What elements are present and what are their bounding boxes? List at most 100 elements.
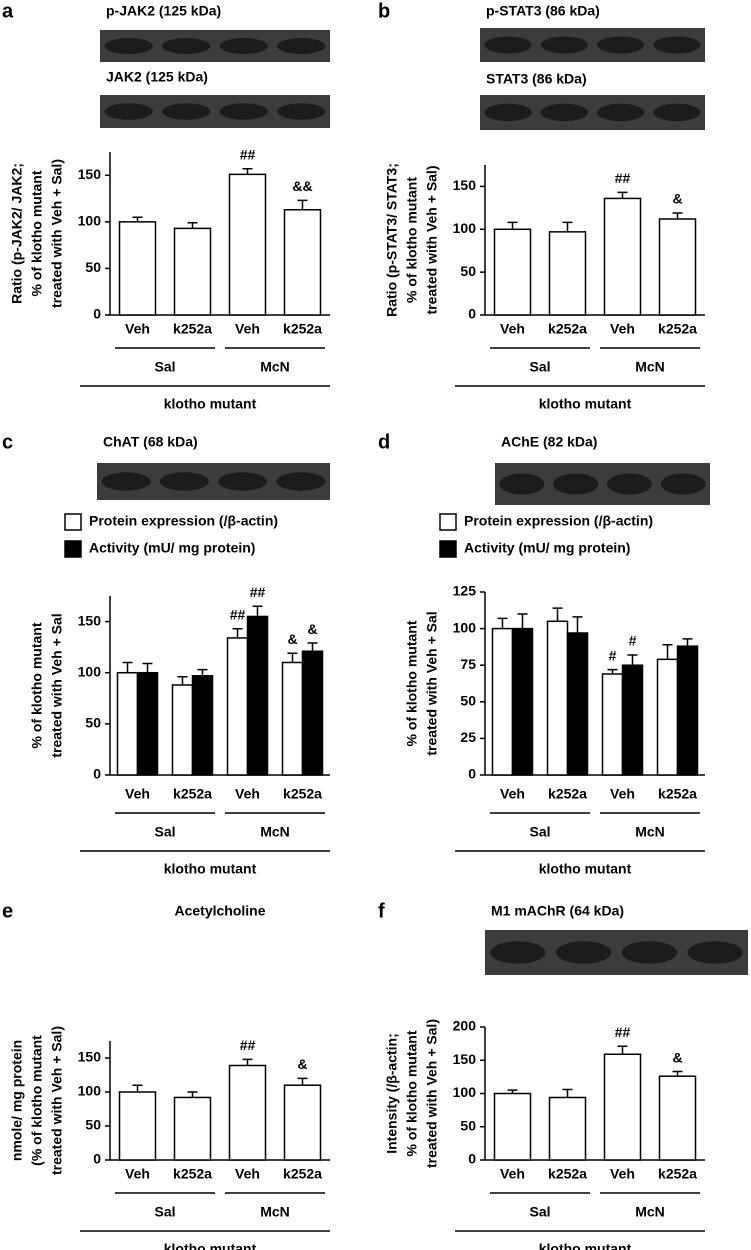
group-title: klotho mutant (539, 1241, 632, 1250)
y-tick-label: 100 (453, 619, 477, 635)
error-bar (132, 216, 143, 222)
error-bar (617, 191, 628, 199)
bar (658, 218, 697, 316)
blot-band (104, 38, 153, 54)
bar (283, 1084, 322, 1161)
y-axis-label: treated with Veh + Sal (424, 611, 440, 755)
y-tick-label: 150 (453, 1051, 477, 1067)
y-axis-label: % of klotho mutant (404, 177, 420, 303)
y-axis-label: treated with Veh + Sal (49, 613, 65, 757)
significance-mark: # (609, 647, 617, 663)
error-bar (132, 1084, 143, 1092)
panel-letter: e (2, 900, 13, 922)
bar (228, 173, 267, 316)
legend-swatch (439, 540, 457, 558)
x-tick-label: Veh (500, 1166, 525, 1182)
bar (566, 632, 589, 776)
blot-label: STAT3 (86 kDa) (486, 71, 587, 87)
group-title: klotho mutant (539, 396, 632, 412)
y-tick-label: 0 (468, 766, 476, 782)
blot-label: ChAT (68 kDa) (103, 434, 198, 450)
y-axis-label: % of klotho mutant (29, 622, 45, 748)
bar (603, 1053, 642, 1161)
bar (171, 684, 194, 776)
y-tick-label: 150 (78, 166, 102, 182)
y-tick-label: 0 (468, 306, 476, 322)
y-tick-label: 50 (460, 693, 476, 709)
blot-band (162, 103, 211, 120)
x-tick-label: Veh (125, 1166, 150, 1182)
error-bar (627, 654, 638, 666)
y-tick-label: 200 (453, 1018, 477, 1034)
bar (191, 675, 214, 776)
x-tick-label: k252a (658, 786, 697, 802)
panel-letter: a (2, 0, 14, 22)
y-axis-label: % of klotho mutant (404, 620, 420, 746)
y-axis-label: % of klotho mutant (29, 170, 45, 296)
error-bar (197, 668, 208, 676)
y-tick-label: 0 (468, 1151, 476, 1167)
error-bar (177, 676, 188, 685)
bar (511, 627, 534, 776)
group-label: Sal (529, 1204, 550, 1220)
blot-band (653, 103, 701, 122)
x-tick-label: Veh (610, 321, 635, 337)
blot-band (101, 472, 151, 491)
error-bar (187, 222, 198, 229)
group-label: Sal (154, 359, 175, 375)
bar (136, 671, 159, 776)
y-tick-label: 25 (460, 729, 476, 745)
x-tick-label: k252a (283, 321, 322, 337)
blot-label: p-STAT3 (86 kDa) (486, 3, 600, 19)
error-bar (497, 617, 508, 629)
x-tick-label: k252a (548, 786, 587, 802)
error-bar (517, 613, 528, 629)
y-tick-label: 150 (453, 177, 477, 193)
error-bar (122, 661, 133, 673)
y-tick-label: 100 (453, 1084, 477, 1100)
error-bar (617, 1045, 628, 1055)
bar (493, 228, 532, 316)
group-label: McN (635, 824, 665, 840)
error-bar (672, 1070, 683, 1077)
significance-mark: & (287, 631, 297, 647)
blot-band (276, 472, 326, 491)
blot-label: AChE (82 kDa) (501, 434, 597, 450)
error-bar (297, 199, 308, 210)
significance-mark: & (672, 191, 682, 207)
x-tick-label: k252a (548, 1166, 587, 1182)
blot-label: M1 mAChR (64 kDa) (491, 903, 624, 919)
y-tick-label: 100 (453, 220, 477, 236)
error-bar (242, 1058, 253, 1066)
group-label: McN (260, 1204, 290, 1220)
y-tick-label: 0 (93, 306, 101, 322)
blot-band (556, 941, 612, 964)
error-bar (662, 643, 673, 660)
error-bar (562, 221, 573, 232)
x-tick-label: Veh (500, 321, 525, 337)
blot-band (490, 941, 546, 964)
bar (658, 1075, 697, 1161)
blot-band (553, 473, 599, 495)
bar (226, 637, 249, 776)
y-tick-label: 0 (93, 766, 101, 782)
error-bar (572, 616, 583, 633)
blot-band (597, 103, 645, 122)
error-bar (287, 652, 298, 663)
y-tick-label: 50 (460, 1117, 476, 1133)
y-axis-label: treated with Veh + Sal) (49, 159, 65, 308)
significance-mark: & (297, 1056, 307, 1072)
y-axis-label: treated with Veh + Sal) (49, 1026, 65, 1175)
bar (118, 1091, 157, 1161)
blot-band (597, 36, 645, 54)
x-tick-label: k252a (548, 321, 587, 337)
group-label: McN (260, 359, 290, 375)
blot-band (219, 103, 268, 120)
blot-band (621, 941, 677, 964)
group-label: McN (635, 359, 665, 375)
y-tick-label: 100 (78, 1083, 102, 1099)
x-tick-label: Veh (610, 1166, 635, 1182)
y-tick-label: 50 (85, 259, 101, 275)
x-tick-label: Veh (125, 786, 150, 802)
